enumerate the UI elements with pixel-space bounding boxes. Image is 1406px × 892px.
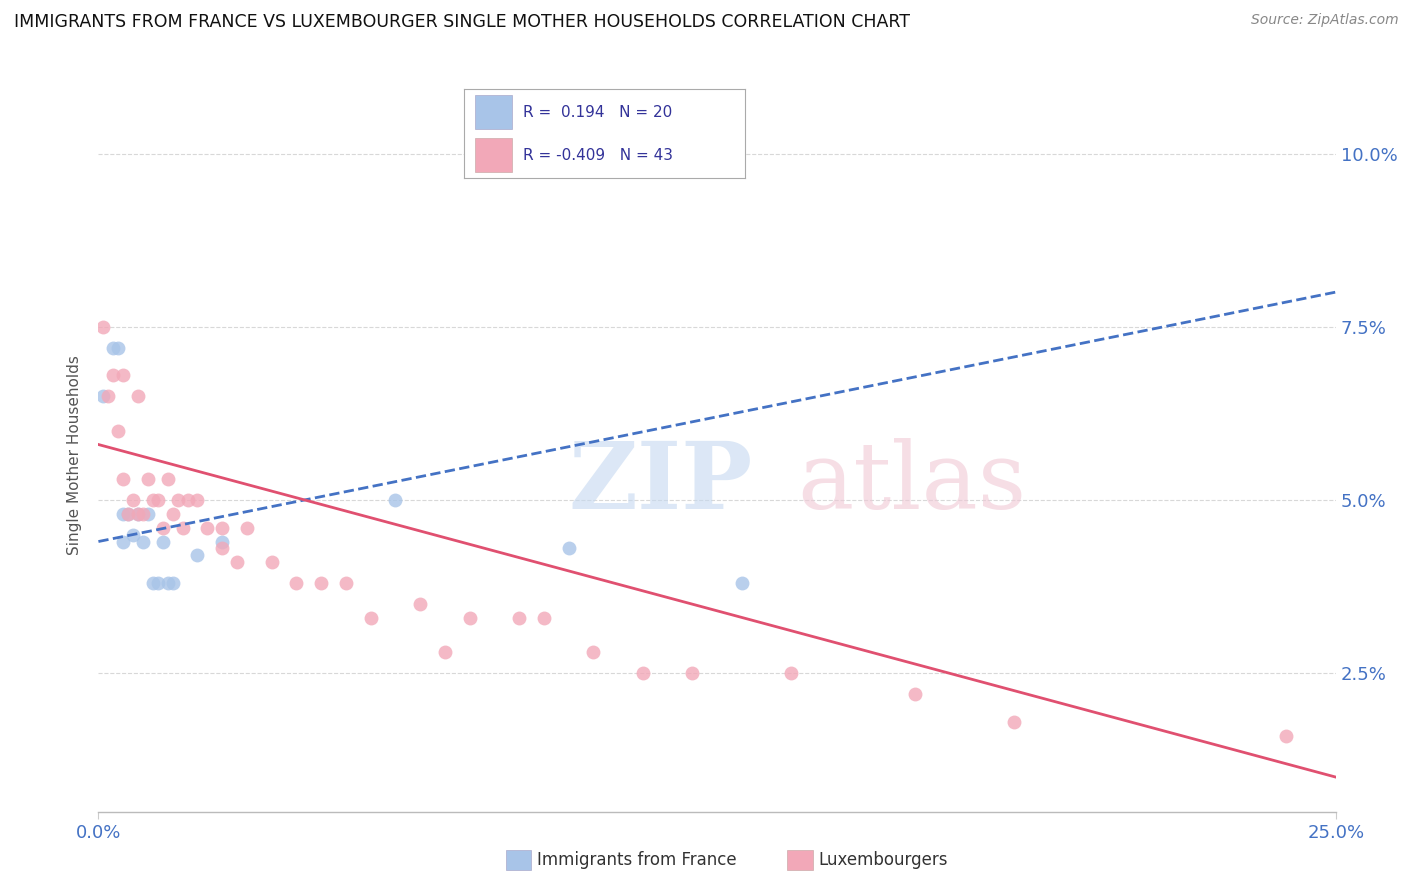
Point (458, 611, 481, 625)
Text: atlas: atlas (797, 439, 1026, 528)
Point (142, 576, 165, 591)
Point (557, 541, 579, 556)
Point (260, 555, 283, 569)
Point (335, 576, 357, 591)
Point (156, 472, 179, 486)
Point (211, 541, 233, 556)
Point (166, 492, 188, 507)
Point (176, 492, 198, 507)
Point (904, 687, 927, 701)
Point (107, 341, 129, 355)
Point (122, 492, 145, 507)
Text: R = -0.409   N = 43: R = -0.409 N = 43 (523, 148, 673, 162)
Point (631, 666, 654, 681)
Point (112, 368, 135, 383)
Point (195, 521, 218, 535)
Text: Immigrants from France: Immigrants from France (537, 851, 737, 869)
Point (103, 341, 125, 355)
Bar (475, 95, 512, 129)
Point (127, 507, 149, 521)
Point (107, 424, 129, 438)
Text: Luxembourgers: Luxembourgers (818, 851, 948, 869)
Point (780, 666, 803, 681)
Point (93, 319, 115, 334)
Point (172, 521, 194, 535)
Point (1275, 729, 1298, 743)
Point (681, 666, 703, 681)
Point (409, 597, 432, 611)
Point (162, 576, 184, 591)
Text: R =  0.194   N = 20: R = 0.194 N = 20 (523, 105, 672, 120)
Point (152, 534, 174, 549)
Point (533, 611, 555, 625)
Point (211, 534, 233, 549)
Point (136, 507, 159, 521)
Point (731, 576, 754, 591)
Point (285, 576, 308, 591)
Point (1002, 714, 1025, 729)
Point (136, 472, 159, 486)
Point (384, 492, 406, 507)
Text: Source: ZipAtlas.com: Source: ZipAtlas.com (1251, 13, 1399, 28)
Point (236, 521, 259, 535)
Point (146, 492, 169, 507)
Point (162, 507, 184, 521)
Point (226, 555, 249, 569)
Point (112, 534, 135, 549)
Point (132, 507, 155, 521)
Point (97, 389, 120, 403)
Point (112, 472, 135, 486)
Point (360, 611, 382, 625)
Text: IMMIGRANTS FROM FRANCE VS LUXEMBOURGER SINGLE MOTHER HOUSEHOLDS CORRELATION CHAR: IMMIGRANTS FROM FRANCE VS LUXEMBOURGER S… (14, 13, 910, 31)
Point (132, 534, 155, 549)
Point (127, 507, 149, 521)
Point (309, 576, 332, 591)
Y-axis label: Single Mother Households: Single Mother Households (67, 355, 83, 555)
Point (508, 611, 530, 625)
Point (582, 645, 605, 659)
Point (117, 507, 139, 521)
Point (152, 521, 174, 535)
Point (127, 389, 149, 403)
Point (186, 492, 208, 507)
Point (186, 549, 208, 563)
Point (433, 645, 456, 659)
Point (122, 527, 145, 541)
Point (146, 576, 169, 591)
Point (93, 389, 115, 403)
Bar (475, 138, 512, 172)
Point (103, 368, 125, 383)
Point (112, 507, 135, 521)
Text: ZIP: ZIP (568, 439, 752, 528)
Point (156, 576, 179, 591)
Point (117, 507, 139, 521)
Point (211, 521, 233, 535)
Point (142, 492, 165, 507)
